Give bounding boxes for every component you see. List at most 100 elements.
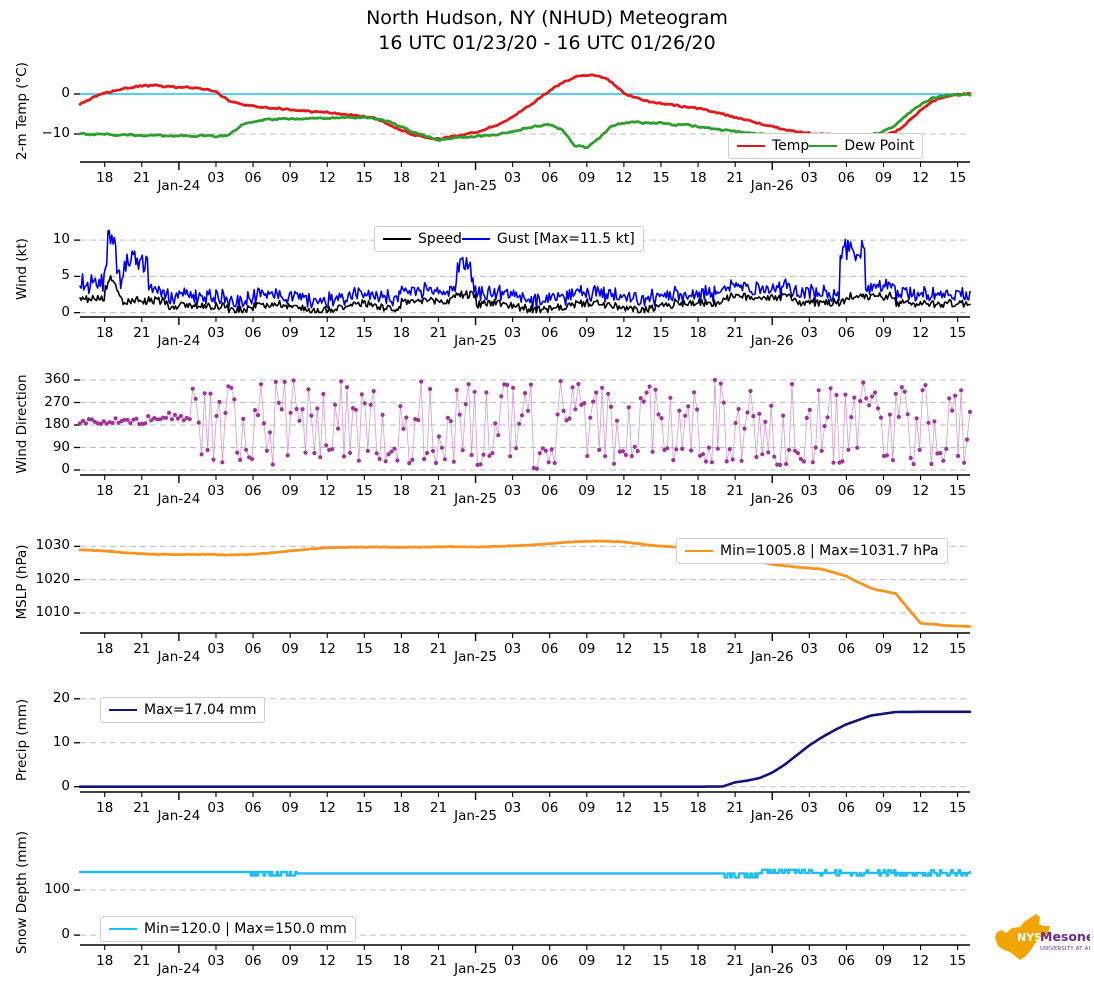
data-point: [683, 413, 688, 418]
data-point: [873, 390, 878, 395]
x-tick-label: 15: [949, 641, 967, 657]
x-tick-label: 18: [689, 800, 707, 816]
x-tick-label: 12: [911, 641, 930, 657]
x-tick-label: 21: [726, 325, 744, 341]
data-point: [695, 407, 700, 412]
data-point: [163, 415, 169, 420]
data-point: [288, 410, 293, 415]
x-tick-label: 09: [578, 483, 596, 499]
data-point: [196, 420, 201, 425]
x-tick-label: 03: [504, 483, 522, 499]
plot-snow_depth: [74, 868, 972, 953]
x-tick-label: 06: [541, 325, 559, 341]
x-tick-label: 12: [615, 800, 633, 816]
legend-line-swatch: [461, 238, 490, 240]
y-tick-label: 1030: [35, 537, 70, 554]
data-point: [597, 447, 602, 452]
data-point: [781, 413, 786, 418]
legend-temperature[interactable]: Temp Dew Point: [728, 133, 924, 159]
x-tick-label: 18: [392, 800, 410, 816]
legend-mslp[interactable]: Min=1005.8 | Max=1031.7 hPa: [676, 538, 948, 564]
legend-entry: Min=1005.8 | Max=1031.7 hPa: [685, 543, 939, 559]
legend-snow-depth[interactable]: Min=120.0 | Max=150.0 mm: [100, 916, 356, 942]
data-point: [83, 421, 88, 426]
data-point: [303, 450, 308, 455]
data-point: [217, 399, 222, 404]
x-tick-label: 12: [911, 325, 930, 341]
data-point: [706, 445, 712, 450]
legend-label: Temp: [772, 138, 810, 154]
x-tick-label: 15: [652, 953, 670, 969]
data-point: [508, 454, 513, 459]
x-tick-label: 15: [355, 800, 373, 816]
x-tick-label: 12: [615, 170, 633, 186]
data-point: [668, 395, 673, 400]
x-tick-label: 12: [615, 953, 633, 969]
data-point: [546, 460, 551, 465]
x-tick-label: 09: [281, 170, 299, 186]
x-tick-label: 15: [949, 325, 967, 341]
data-point: [451, 459, 456, 464]
data-point: [457, 412, 462, 417]
data-point: [858, 399, 863, 404]
x-tick-label: 21: [429, 641, 448, 657]
data-point: [368, 402, 373, 407]
y-tick-label: 270: [44, 393, 70, 410]
data-point: [454, 388, 459, 393]
data-point: [623, 452, 629, 458]
data-point: [229, 385, 234, 390]
x-tick-label: 09: [874, 483, 893, 499]
data-point: [911, 462, 916, 467]
y-tick-label: 360: [44, 371, 70, 387]
x-tick-label: 15: [355, 953, 373, 969]
data-point: [603, 454, 608, 459]
data-point: [365, 448, 370, 453]
x-tick-label: 15: [949, 953, 967, 969]
data-point: [522, 391, 528, 396]
data-point: [786, 447, 792, 452]
x-tick-label: 15: [949, 483, 967, 499]
data-point: [689, 448, 694, 453]
data-point: [864, 396, 869, 401]
legend-line-swatch: [383, 238, 411, 240]
legend-precip[interactable]: Max=17.04 mm: [100, 697, 266, 723]
legend-wind[interactable]: Speed Gust [Max=11.5 kt]: [374, 226, 644, 252]
data-point: [398, 404, 403, 409]
x-tick-label: 18: [689, 170, 707, 186]
data-point: [487, 453, 492, 458]
x-tick-label: 09: [281, 641, 299, 657]
data-point: [929, 461, 934, 467]
data-point: [264, 448, 269, 453]
data-point: [950, 408, 955, 413]
x-tick-label: 15: [652, 325, 670, 341]
data-point: [798, 457, 804, 462]
x-day-label: Jan-26: [750, 178, 794, 194]
data-point: [318, 455, 323, 460]
data-point: [620, 449, 626, 454]
x-tick-label: 21: [726, 483, 744, 499]
data-point: [692, 390, 697, 395]
x-tick-label: 15: [949, 800, 967, 816]
x-day-label: Jan-25: [454, 491, 497, 507]
data-point: [964, 437, 970, 442]
data-point: [143, 421, 148, 426]
x-tick-label: 09: [874, 953, 893, 969]
data-point: [484, 390, 489, 395]
data-point: [792, 448, 798, 453]
data-point: [282, 379, 287, 384]
data-point: [407, 461, 412, 466]
data-point: [291, 378, 296, 383]
data-point: [89, 417, 94, 422]
data-point: [534, 466, 540, 471]
x-tick-label: 21: [726, 953, 744, 969]
data-point: [852, 395, 857, 400]
new-york-state-shape: [995, 914, 1050, 960]
x-tick-label: 12: [318, 641, 336, 657]
data-point: [540, 446, 545, 451]
y-tick-label: 20: [52, 689, 70, 706]
legend-entry: Min=120.0 | Max=150.0 mm: [109, 921, 347, 937]
x-tick-label: 09: [578, 800, 596, 816]
data-point: [650, 449, 655, 454]
x-tick-label: 18: [392, 483, 410, 499]
